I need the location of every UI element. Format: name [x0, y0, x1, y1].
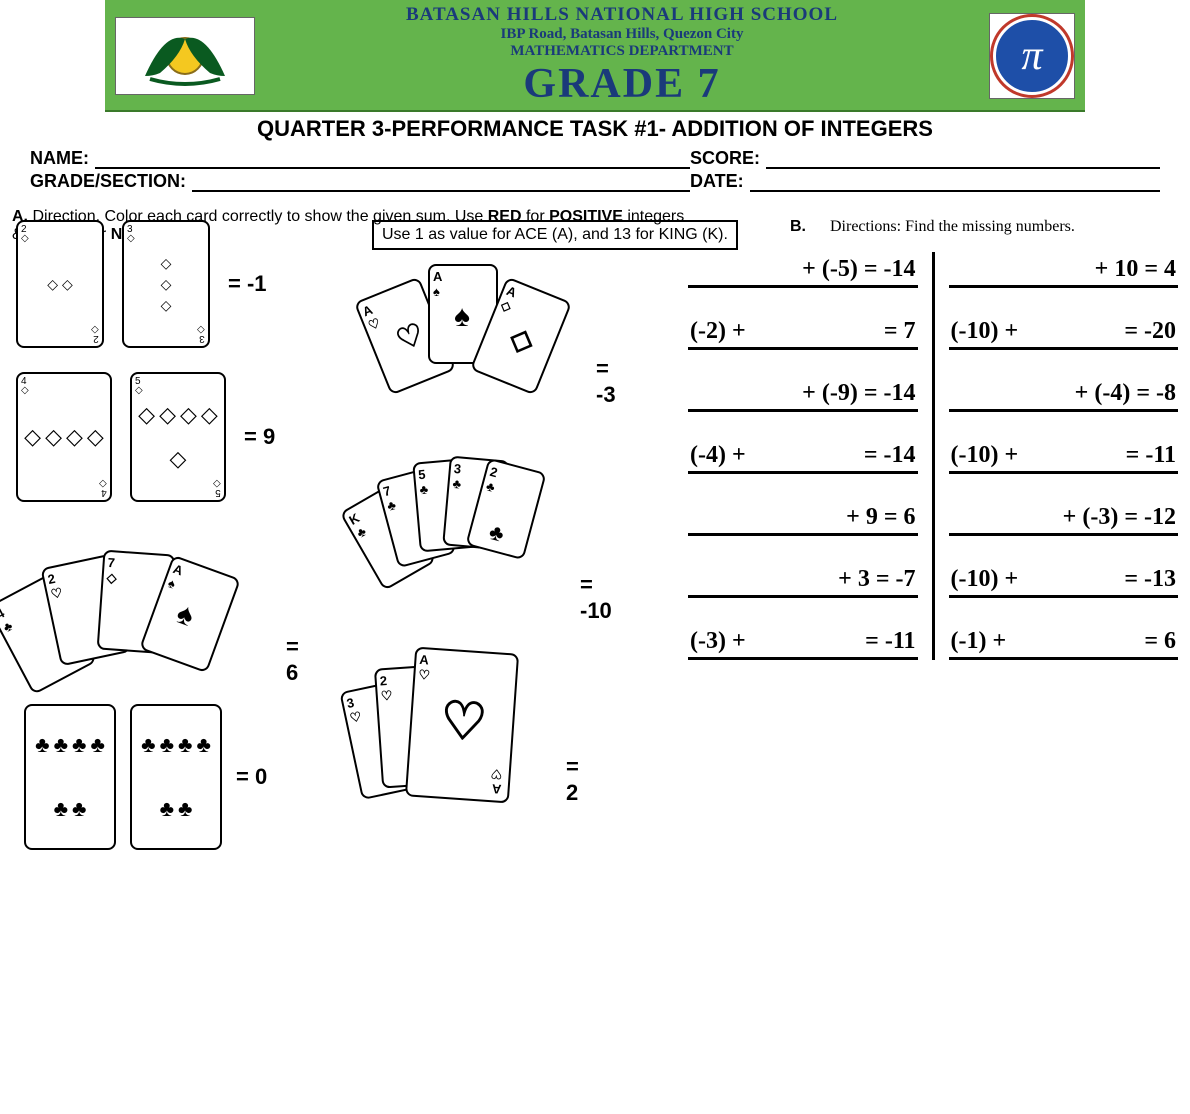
playing-card[interactable]: ♣♣♣♣♣♣ — [130, 704, 222, 850]
partb-col-left: + (-5) = -14 (-2) + = 7 + (-9) = -14 (-4) … — [688, 252, 918, 660]
ace-king-hint: Use 1 as value for ACE (A), and 13 for K… — [372, 220, 738, 250]
playing-card[interactable]: ♣♣♣♣♣♣ — [24, 704, 116, 850]
date-label: DATE: — [690, 171, 744, 192]
card-problem-a3: A♡♡ A♠♠ A◇◇ = -3 — [370, 256, 580, 406]
student-info: NAME: GRADE/SECTION: SCORE: DATE: — [0, 148, 1190, 194]
fill-problem[interactable]: (-2) + = 7 — [688, 314, 918, 350]
fill-problem[interactable]: + 9 = 6 — [688, 500, 918, 536]
pi-icon: π — [993, 17, 1071, 95]
part-b-problems: + (-5) = -14 (-2) + = 7 + (-9) = -14 (-4) … — [688, 252, 1178, 660]
playing-card[interactable]: 3◇ ◇◇◇ 3◇ — [122, 220, 210, 348]
section-line[interactable] — [192, 174, 690, 192]
partb-col-right: + 10 = 4 (-10) + = -20 + (-4) = -8 (-10) +… — [949, 252, 1179, 660]
direction-b: B. Directions: Find the missing numbers. — [740, 218, 1075, 246]
fill-problem[interactable]: + (-5) = -14 — [688, 252, 918, 288]
card-problem-a7: ♣♣♣♣♣♣ ♣♣♣♣♣♣ = 0 — [24, 704, 267, 850]
name-label: NAME: — [30, 148, 89, 169]
banner-text: BATASAN HILLS NATIONAL HIGH SCHOOL IBP R… — [275, 4, 969, 108]
card-problem-a4: K♣ 7♣ 5♣ 3♣ 2♣♣ = -10 — [358, 442, 578, 612]
fill-problem[interactable]: + 3 = -7 — [688, 562, 918, 598]
task-title: QUARTER 3-PERFORMANCE TASK #1- ADDITION … — [0, 116, 1190, 142]
equals-value: = 0 — [236, 764, 267, 790]
school-name: BATASAN HILLS NATIONAL HIGH SCHOOL — [275, 4, 969, 26]
school-logo — [115, 17, 255, 95]
equals-value: = -1 — [228, 271, 267, 297]
playing-card[interactable]: 5◇ ◇◇◇◇◇ 5◇ — [130, 372, 226, 502]
math-pi-logo: π — [989, 13, 1075, 99]
card-problem-a5: 4♣ 2♡ 7◇ A♠♠ = 6 — [6, 534, 286, 694]
fill-problem[interactable]: (-10) + = -13 — [949, 562, 1179, 598]
column-separator — [932, 252, 935, 660]
card-problem-a2: 4◇ ◇◇◇◇ 4◇ 5◇ ◇◇◇◇◇ 5◇ = 9 — [16, 372, 275, 502]
name-line[interactable] — [95, 151, 690, 169]
card-fan[interactable]: 3♡ 2♡ A♡♡A♡ — [350, 644, 560, 834]
fill-problem[interactable]: (-4) + = -14 — [688, 438, 918, 474]
header-banner: BATASAN HILLS NATIONAL HIGH SCHOOL IBP R… — [105, 0, 1085, 112]
score-label: SCORE: — [690, 148, 760, 169]
fill-problem[interactable]: (-10) + = -20 — [949, 314, 1179, 350]
fill-problem[interactable]: + (-9) = -14 — [688, 376, 918, 412]
dir-b-label: B. — [790, 218, 806, 235]
playing-card[interactable]: 2◇ ◇◇ 2◇ — [16, 220, 104, 348]
fill-problem[interactable]: + (-4) = -8 — [949, 376, 1179, 412]
card-fan[interactable]: 4♣ 2♡ 7◇ A♠♠ — [6, 534, 286, 694]
fill-problem[interactable]: (-3) + = -11 — [688, 624, 918, 660]
section-label: GRADE/SECTION: — [30, 171, 186, 192]
department: MATHEMATICS DEPARTMENT — [275, 43, 969, 60]
school-address: IBP Road, Batasan Hills, Quezon City — [275, 26, 969, 43]
playing-card[interactable]: 4◇ ◇◇◇◇ 4◇ — [16, 372, 112, 502]
card-fan[interactable]: A♡♡ A♠♠ A◇◇ — [370, 256, 580, 406]
fill-problem[interactable]: (-1) + = 6 — [949, 624, 1179, 660]
date-line[interactable] — [750, 174, 1160, 192]
card-fan[interactable]: K♣ 7♣ 5♣ 3♣ 2♣♣ — [358, 442, 578, 612]
fill-problem[interactable]: + (-3) = -12 — [949, 500, 1179, 536]
equals-value: = -3 — [596, 356, 616, 408]
equals-value: = 9 — [244, 424, 275, 450]
score-line[interactable] — [766, 151, 1160, 169]
equals-value: = 6 — [286, 634, 299, 686]
fill-problem[interactable]: (-10) + = -11 — [949, 438, 1179, 474]
card-problem-a6: 3♡ 2♡ A♡♡A♡ = 2 — [350, 644, 560, 834]
card-problem-a1: 2◇ ◇◇ 2◇ 3◇ ◇◇◇ 3◇ = -1 — [16, 220, 267, 348]
grade-level: GRADE 7 — [275, 60, 969, 108]
fill-problem[interactable]: + 10 = 4 — [949, 252, 1179, 288]
equals-value: = 2 — [566, 754, 579, 806]
equals-value: = -10 — [580, 572, 612, 624]
